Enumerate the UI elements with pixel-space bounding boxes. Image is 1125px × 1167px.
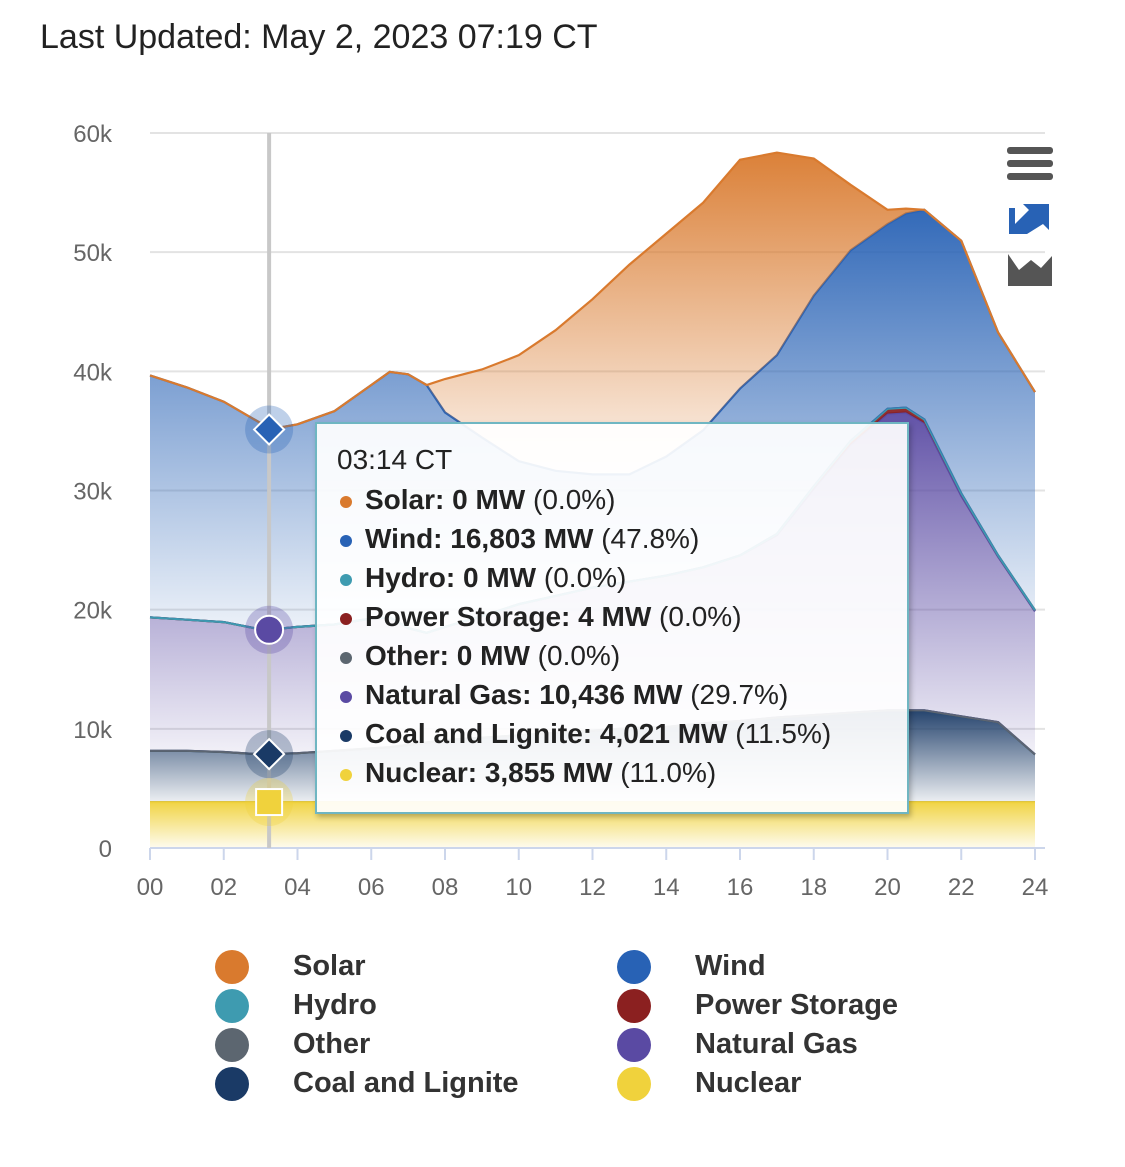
legend-dot-icon [617,1067,651,1101]
legend-dot-icon [215,989,249,1023]
tooltip-dot-icon [340,690,352,703]
legend-dot-icon [215,1067,249,1101]
tooltip-value: Other: 0 MW [365,640,530,671]
tooltip-row: Nuclear: 3,855 MW (11.0%) [337,753,907,792]
tooltip-value: Wind: 16,803 MW [365,523,594,554]
tooltip-row: Other: 0 MW (0.0%) [337,636,907,675]
tooltip-row: Wind: 16,803 MW (47.8%) [337,519,907,558]
tooltip-row: Coal and Lignite: 4,021 MW (11.5%) [337,714,907,753]
x-tick-label: 22 [948,874,975,901]
legend-label: Coal and Lignite [293,1067,519,1099]
y-tick-label: 20k [73,598,113,625]
x-tick-label: 10 [505,874,532,901]
tooltip-dot-icon [340,768,352,781]
y-tick-label: 10k [73,717,113,744]
legend-label: Wind [695,950,766,982]
tooltip-percent: (29.7%) [682,679,789,710]
x-tick-label: 14 [653,874,680,901]
x-tick-label: 24 [1022,874,1049,901]
tooltip-value: Natural Gas: 10,436 MW [365,679,683,710]
y-tick-label: 50k [73,240,113,267]
x-tick-label: 20 [874,874,901,901]
tooltip-value: Hydro: 0 MW [365,562,537,593]
x-tick-label: 02 [210,874,237,901]
legend-label: Hydro [293,989,377,1021]
y-axis: 0 10k 20k 30k 40k 50k 60k [73,121,113,863]
tooltip-value: Power Storage: 4 MW [365,601,652,632]
y-tick-label: 0 [99,836,112,863]
tooltip-row: Power Storage: 4 MW (0.0%) [337,597,907,636]
x-tick-label: 16 [727,874,754,901]
tooltip-percent: (11.5%) [727,718,832,749]
tooltip-percent: (11.0%) [612,757,717,788]
tooltip-percent: (47.8%) [593,523,700,554]
tooltip-value: Coal and Lignite: 4,021 MW [365,718,728,749]
legend-label: Other [293,1028,371,1060]
tooltip-value: Solar: 0 MW [365,484,526,515]
x-tick-label: 06 [358,874,385,901]
legend-dot-icon [617,989,651,1023]
tooltip-dot-icon [340,573,352,586]
tooltip-dot-icon [340,534,352,547]
tooltip-dot-icon [340,651,352,664]
x-tick-label: 04 [284,874,311,901]
x-tick-label: 00 [137,874,164,901]
x-tick-label: 08 [432,874,459,901]
tooltip-row: Natural Gas: 10,436 MW (29.7%) [337,675,907,714]
tooltip-percent: (0.0%) [529,640,621,671]
marker-natural-gas [254,614,285,645]
legend-label: Solar [293,950,366,982]
marker-wind [252,413,286,446]
tooltip-dot-icon [340,729,352,742]
y-tick-label: 60k [73,121,113,148]
marker-coal-and-lignite [252,737,286,771]
legend-dot-icon [617,950,651,984]
tooltip-value: Nuclear: 3,855 MW [365,757,613,788]
x-tick-label: 12 [579,874,606,901]
tooltip-row: Solar: 0 MW (0.0%) [337,480,907,519]
legend-dot-icon [617,1028,651,1062]
x-axis: 00 02 04 06 08 10 12 14 16 18 20 22 24 [137,847,1049,901]
y-tick-label: 30k [73,479,113,506]
x-tick-label: 18 [800,874,827,901]
area-solar[interactable] [150,152,1035,475]
tooltip-time: 03:14 CT [337,444,453,475]
tooltip-dot-icon [340,495,352,508]
reset-zoom-icon[interactable] [1005,198,1055,236]
last-updated-text: Last Updated: May 2, 2023 07:19 CT [40,18,598,56]
tooltip-percent: (0.0%) [525,484,616,515]
hover-markers [245,405,294,827]
tooltip-row: Hydro: 0 MW (0.0%) [337,558,907,597]
line-solar [149,151,1036,431]
tooltip-dot-icon [340,612,352,625]
marker-nuclear [255,788,284,817]
area-chart-icon[interactable] [1005,250,1055,288]
legend-dot-icon [215,950,249,984]
tooltip: 03:14 CT Solar: 0 MW (0.0%) Wind: 16,803 … [315,422,909,814]
legend-dot-icon [215,1028,249,1062]
tooltip-percent: (0.0%) [651,601,742,632]
legend-label: Nuclear [695,1067,802,1099]
y-tick-label: 40k [73,359,113,386]
legend-label: Power Storage [695,989,899,1021]
hamburger-icon[interactable] [1007,147,1053,183]
legend-label: Natural Gas [695,1028,858,1060]
tooltip-percent: (0.0%) [536,562,627,593]
